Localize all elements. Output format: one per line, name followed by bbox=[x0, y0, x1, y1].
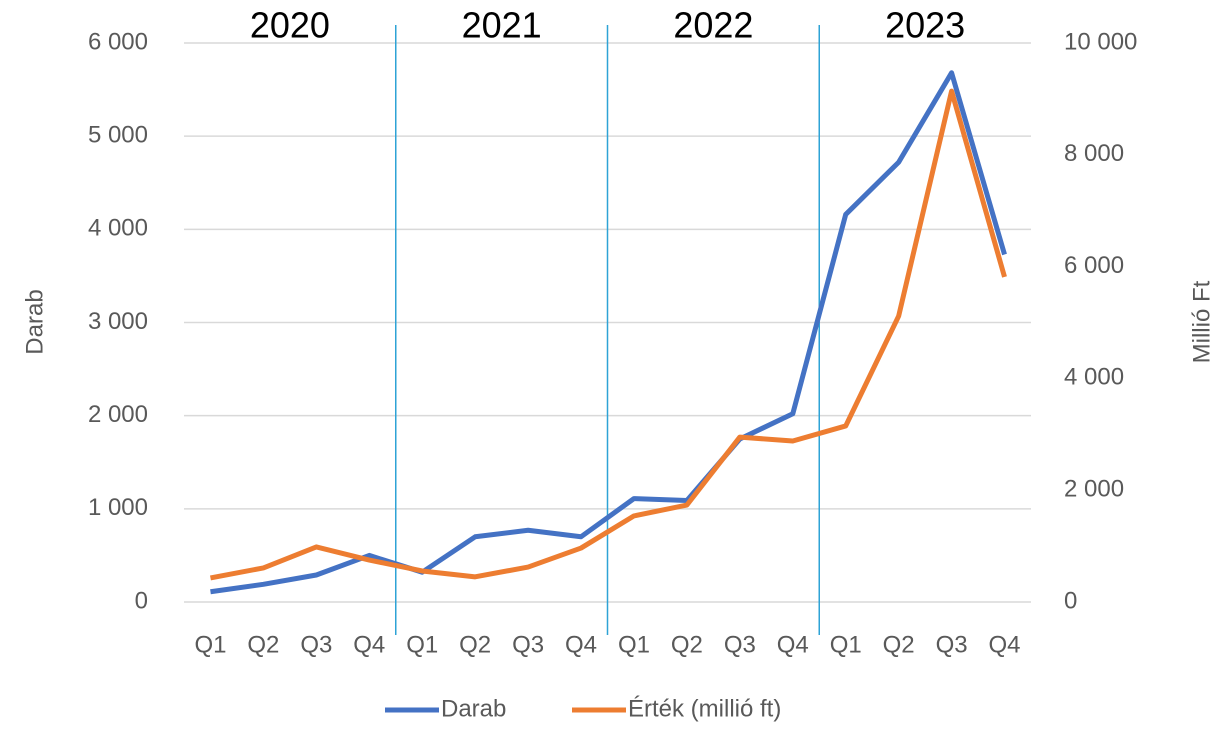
x-tick-label: Q1 bbox=[830, 631, 862, 658]
x-tick-label: Q3 bbox=[300, 631, 332, 658]
y2-axis-title: Millió Ft bbox=[1188, 280, 1215, 363]
legend-label: Darab bbox=[441, 695, 506, 722]
y2-tick-label: 2 000 bbox=[1064, 476, 1124, 503]
y2-tick-label: 0 bbox=[1064, 587, 1077, 614]
x-tick-label: Q2 bbox=[671, 631, 703, 658]
legend-label: Érték (millió ft) bbox=[628, 695, 781, 722]
x-tick-label: Q2 bbox=[459, 631, 491, 658]
x-tick-label: Q4 bbox=[565, 631, 597, 658]
series-line bbox=[210, 70, 1007, 595]
group-label: 2023 bbox=[885, 5, 965, 46]
y-tick-label: 2 000 bbox=[88, 401, 148, 428]
series-line bbox=[210, 88, 1007, 581]
x-tick-label: Q1 bbox=[406, 631, 438, 658]
x-tick-label: Q4 bbox=[353, 631, 385, 658]
group-label: 2022 bbox=[673, 5, 753, 46]
y2-tick-label: 8 000 bbox=[1064, 140, 1124, 167]
y-tick-label: 3 000 bbox=[88, 308, 148, 335]
x-tick-label: Q1 bbox=[618, 631, 650, 658]
y2-tick-label: 10 000 bbox=[1064, 28, 1137, 55]
x-tick-label: Q3 bbox=[936, 631, 968, 658]
x-tick-label: Q4 bbox=[989, 631, 1021, 658]
x-tick-label: Q3 bbox=[512, 631, 544, 658]
x-tick-label: Q1 bbox=[194, 631, 226, 658]
y2-tick-label: 6 000 bbox=[1064, 252, 1124, 279]
x-tick-label: Q2 bbox=[247, 631, 279, 658]
y-tick-label: 5 000 bbox=[88, 122, 148, 149]
x-tick-label: Q3 bbox=[724, 631, 756, 658]
y-axis-title: Darab bbox=[21, 289, 48, 354]
group-label: 2021 bbox=[462, 5, 542, 46]
group-label: 2020 bbox=[250, 5, 330, 46]
y-tick-label: 4 000 bbox=[88, 215, 148, 242]
y-tick-label: 0 bbox=[135, 587, 148, 614]
y2-tick-label: 4 000 bbox=[1064, 364, 1124, 391]
y-tick-label: 6 000 bbox=[88, 28, 148, 55]
x-tick-label: Q2 bbox=[883, 631, 915, 658]
x-tick-label: Q4 bbox=[777, 631, 809, 658]
y-tick-label: 1 000 bbox=[88, 494, 148, 521]
